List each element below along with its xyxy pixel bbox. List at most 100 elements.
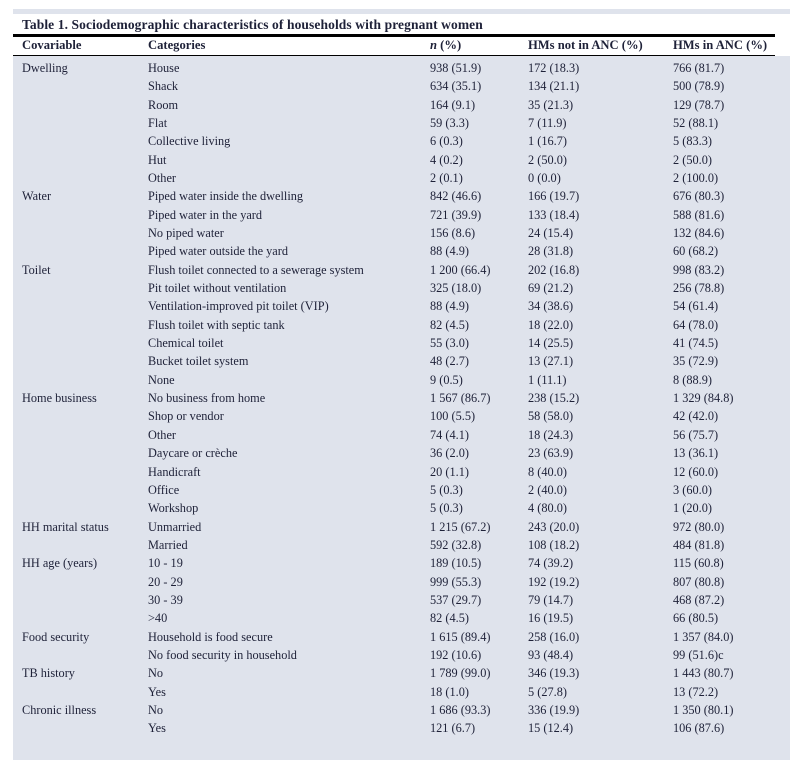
table-row: Chronic illness No 1 686 (93.3) 336 (19.9) 1… — [22, 701, 790, 719]
anc-cell: 2 (50.0) — [673, 152, 712, 167]
anc-cell: 766 (81.7) — [673, 60, 725, 75]
not-anc-cell: 4 (80.0) — [528, 501, 567, 516]
column-header-anc-cell: HMs in ANC (%) — [673, 38, 768, 53]
n-cell: 164 (9.1) — [430, 97, 476, 112]
anc-cell: 2 (100.0) — [673, 171, 719, 186]
table-row: Pit toilet without ventilation 325 (18.0)… — [22, 279, 790, 297]
category-cell: Yes — [148, 721, 166, 736]
n-cell: 537 (29.7) — [430, 592, 482, 607]
table-row: Room 164 (9.1) 35 (21.3) 129 (78.7) — [22, 96, 790, 114]
category-cell: >40 — [148, 611, 168, 626]
table-row: Food security Household is food secure 1 6… — [22, 628, 790, 646]
category-cell: Piped water inside the dwelling — [148, 189, 304, 204]
not-anc-cell: 134 (21.1) — [528, 79, 580, 94]
not-anc-cell: 1 (16.7) — [528, 134, 567, 149]
category-cell: No piped water — [148, 226, 224, 241]
anc-cell: 41 (74.5) — [673, 336, 719, 351]
category-cell: House — [148, 60, 180, 75]
anc-cell: 807 (80.8) — [673, 574, 725, 589]
not-anc-cell: 1 (11.1) — [528, 372, 567, 387]
not-anc-cell: 35 (21.3) — [528, 97, 574, 112]
category-cell: No business from home — [148, 391, 266, 406]
not-anc-cell: 192 (19.2) — [528, 574, 580, 589]
n-cell: 6 (0.3) — [430, 134, 463, 149]
covariable-cell: Home business — [22, 391, 97, 406]
anc-cell: 106 (87.6) — [673, 721, 725, 736]
anc-cell: 5 (83.3) — [673, 134, 712, 149]
not-anc-cell: 16 (19.5) — [528, 611, 574, 626]
column-header-not-anc-cell: HMs not in ANC (%) — [528, 38, 643, 53]
category-cell: Flat — [148, 115, 168, 130]
category-cell: Chemical toilet — [148, 336, 224, 351]
table-1: Table 1. Sociodemographic characteristic… — [13, 14, 790, 761]
not-anc-cell: 202 (16.8) — [528, 262, 580, 277]
covariable-cell: Food security — [22, 629, 90, 644]
not-anc-cell: 93 (48.4) — [528, 647, 574, 662]
table-row: Office 5 (0.3) 2 (40.0) 3 (60.0) — [22, 481, 790, 499]
table-row: Shop or vendor 100 (5.5) 58 (58.0) 42 (42.0… — [22, 408, 790, 426]
category-cell: Bucket toilet system — [148, 354, 249, 369]
n-cell: 189 (10.5) — [430, 556, 482, 571]
not-anc-cell: 74 (39.2) — [528, 556, 574, 571]
not-anc-cell: 24 (15.4) — [528, 226, 574, 241]
not-anc-cell: 58 (58.0) — [528, 409, 574, 424]
not-anc-cell: 8 (40.0) — [528, 464, 567, 479]
anc-cell: 13 (36.1) — [673, 446, 719, 461]
n-cell: 20 (1.1) — [430, 464, 469, 479]
category-cell: 10 - 19 — [148, 556, 183, 571]
anc-cell: 1 350 (80.1) — [673, 702, 734, 717]
n-cell: 74 (4.1) — [430, 427, 469, 442]
category-cell: Other — [148, 427, 176, 442]
table-row: Flush toilet with septic tank 82 (4.5) 18 … — [22, 316, 790, 334]
table-row: >40 82 (4.5) 16 (19.5) 66 (80.5) — [22, 610, 790, 628]
category-cell: No — [148, 666, 164, 681]
table-row: Yes 121 (6.7) 15 (12.4) 106 (87.6) — [22, 720, 790, 738]
not-anc-cell: 238 (15.2) — [528, 391, 580, 406]
n-cell: 88 (4.9) — [430, 244, 469, 259]
not-anc-cell: 258 (16.0) — [528, 629, 580, 644]
category-cell: Workshop — [148, 501, 199, 516]
table-row: Dwelling House 938 (51.9) 172 (18.3) 766 (81… — [22, 59, 790, 77]
anc-cell: 1 357 (84.0) — [673, 629, 734, 644]
not-anc-cell: 18 (24.3) — [528, 427, 574, 442]
n-cell: 9 (0.5) — [430, 372, 463, 387]
category-cell: Yes — [148, 684, 166, 699]
table-title: Table 1. Sociodemographic characteristic… — [22, 17, 483, 32]
table-row: HH marital status Unmarried 1 215 (67.2) 24… — [22, 518, 790, 536]
table-row: Married 592 (32.8) 108 (18.2) 484 (81.8) — [22, 536, 790, 554]
anc-cell: 972 (80.0) — [673, 519, 725, 534]
anc-cell: 115 (60.8) — [673, 556, 724, 571]
n-cell: 59 (3.3) — [430, 115, 469, 130]
not-anc-cell: 13 (27.1) — [528, 354, 574, 369]
not-anc-cell: 336 (19.9) — [528, 702, 580, 717]
anc-cell: 56 (75.7) — [673, 427, 719, 442]
anc-cell: 52 (88.1) — [673, 115, 719, 130]
table-row: 20 - 29 999 (55.3) 192 (19.2) 807 (80.8) — [22, 573, 790, 591]
n-cell: 18 (1.0) — [430, 684, 469, 699]
not-anc-cell: 34 (38.6) — [528, 299, 574, 314]
not-anc-cell: 0 (0.0) — [528, 171, 561, 186]
n-cell: 36 (2.0) — [430, 446, 469, 461]
table-row: No piped water 156 (8.6) 24 (15.4) 132 (84.… — [22, 224, 790, 242]
table-body: Dwelling House 938 (51.9) 172 (18.3) 766 (81… — [13, 56, 790, 761]
table-row: TB history No 1 789 (99.0) 346 (19.3) 1 443 … — [22, 665, 790, 683]
not-anc-cell: 2 (50.0) — [528, 152, 567, 167]
table-row: Chemical toilet 55 (3.0) 14 (25.5) 41 (74.5… — [22, 334, 790, 352]
table-row: Hut 4 (0.2) 2 (50.0) 2 (50.0) — [22, 151, 790, 169]
table-row: Daycare or crèche 36 (2.0) 23 (63.9) 13 (36… — [22, 445, 790, 463]
n-cell: 192 (10.6) — [430, 647, 482, 662]
n-cell: 5 (0.3) — [430, 501, 463, 516]
table-row: Bucket toilet system 48 (2.7) 13 (27.1) 35 … — [22, 353, 790, 371]
category-cell: 30 - 39 — [148, 592, 183, 607]
anc-cell: 66 (80.5) — [673, 611, 719, 626]
anc-cell: 500 (78.9) — [673, 79, 725, 94]
page-top-strip — [13, 9, 790, 14]
category-cell: Household is food secure — [148, 629, 273, 644]
n-cell: 1 200 (66.4) — [430, 262, 491, 277]
category-cell: Pit toilet without ventilation — [148, 281, 287, 296]
not-anc-cell: 172 (18.3) — [528, 60, 580, 75]
category-cell: Piped water in the yard — [148, 207, 263, 222]
n-cell: 592 (32.8) — [430, 537, 482, 552]
covariable-cell: HH age (years) — [22, 556, 98, 571]
